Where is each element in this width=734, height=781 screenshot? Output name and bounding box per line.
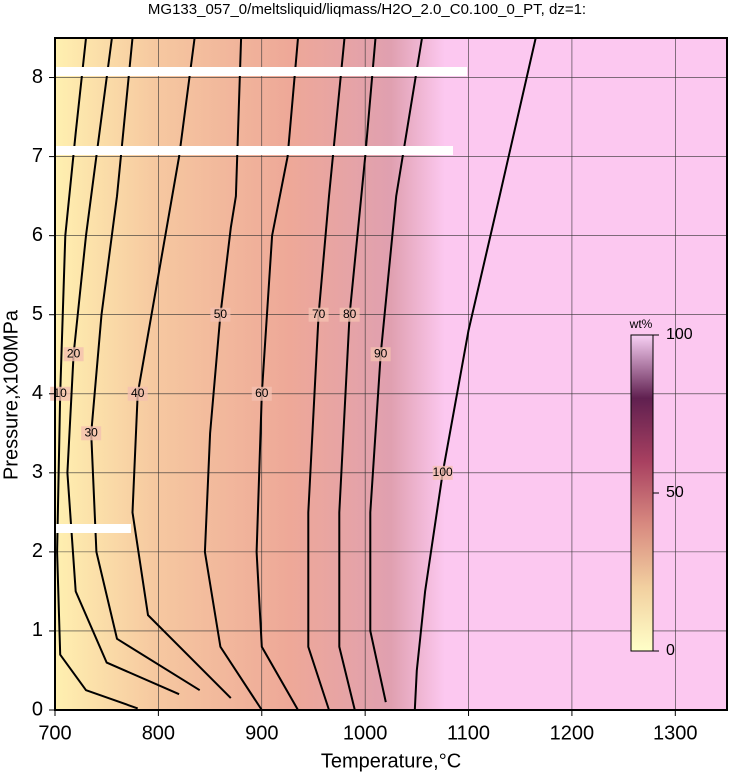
y-axis-label: Pressure,x100MPa [0,309,22,480]
contour-label: 30 [85,425,99,439]
x-tick-label: 800 [142,722,175,744]
colorbar-label: wt% [629,317,653,331]
contour-label-bg [370,347,391,362]
contour-label-bg [308,307,329,322]
colorbar-tick-label: 50 [666,484,684,501]
missing-band [55,524,131,533]
contour-label: 90 [374,346,388,360]
y-tick-label: 6 [32,224,43,246]
y-tick-label: 5 [32,303,43,325]
y-tick-label: 0 [32,698,43,720]
y-tick-label: 7 [32,145,43,167]
missing-band [55,146,453,155]
x-tick-label: 700 [38,722,71,744]
missing-band [55,67,467,76]
y-tick-label: 3 [32,461,43,483]
colorbar-tick-label: 0 [666,642,675,659]
contour-label: 70 [312,307,326,321]
contour-line [203,37,263,711]
plot-background [55,38,727,710]
contour-line [369,37,423,703]
x-tick-label: 1100 [447,722,490,744]
x-tick-label: 900 [245,722,278,744]
contour-label-bg [432,465,453,480]
x-tick-label: 1300 [653,722,698,744]
contour-line [66,37,180,696]
contour-label-bg [63,347,84,362]
y-tick-label: 4 [32,382,43,404]
contour-label-bg [251,386,272,401]
y-tick-label: 2 [32,540,43,562]
contour-label: 80 [343,307,357,321]
plot-frame [54,37,728,711]
chart-title: MG133_057_0/meltsliquid/liqmass/H2O_2.0_… [148,1,586,18]
contour-label: 20 [67,346,81,360]
contour-label: 40 [131,386,145,400]
contour-line [307,37,346,711]
x-tick-label: 1000 [343,722,388,744]
contour-label: 60 [255,386,269,400]
contour-label-bg [210,307,231,322]
contour-label-bg [339,307,360,322]
x-tick-label: 1200 [550,722,595,744]
contour-label-bg [127,386,148,401]
contour-line [338,37,377,711]
contour-label: 100 [433,465,453,479]
contour-label: 10 [53,386,67,400]
colorbar [630,334,654,652]
contour-label: 50 [214,307,228,321]
contour-label-bg [81,426,102,441]
colorbar-tick-label: 100 [666,326,693,343]
y-tick-label: 1 [32,619,43,641]
y-tick-label: 8 [32,66,43,88]
x-axis-label: Temperature,°C [321,750,461,772]
